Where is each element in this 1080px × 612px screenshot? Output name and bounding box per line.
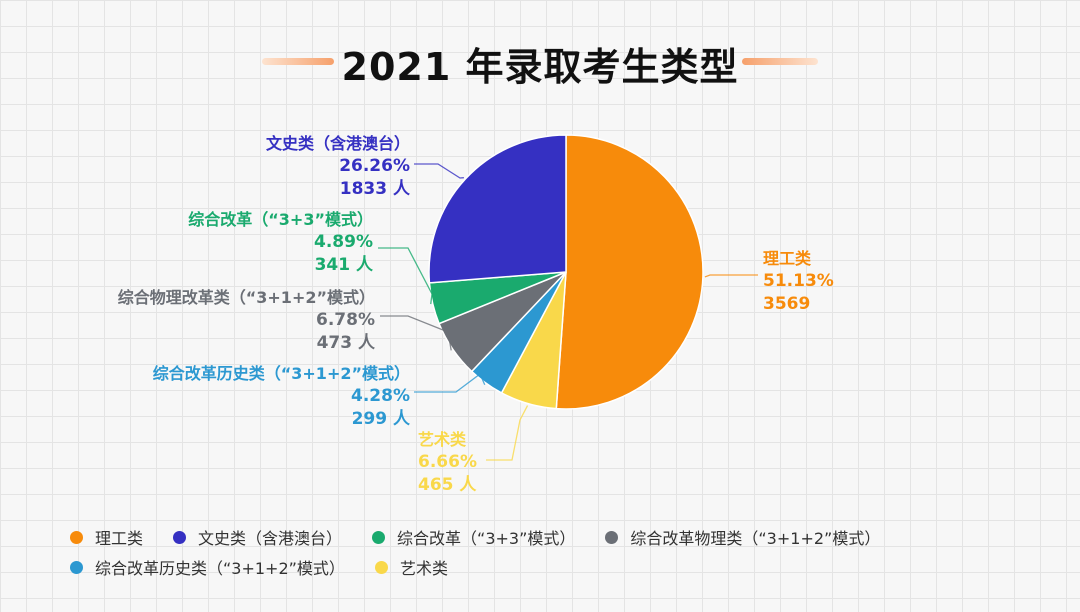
callout-percent: 26.26%: [339, 156, 410, 176]
callout-label: 综合改革历史类（“3+1+2”模式）: [152, 364, 410, 383]
callout-percent: 6.66%: [418, 452, 477, 472]
callout-count: 473 人: [316, 333, 375, 353]
callout-4: 综合改革（“3+3”模式） 4.89% 341 人: [130, 208, 373, 277]
legend-dot: [605, 530, 619, 544]
callout-0: 理工类 51.13% 3569: [763, 247, 834, 316]
leader-line-5: [414, 163, 464, 179]
legend-item-0: 理工类: [70, 525, 143, 549]
callout-3: 综合物理改革类（“3+1+2”模式） 6.78% 473 人: [70, 286, 375, 355]
callout-count: 299 人: [351, 409, 410, 429]
callout-label: 艺术类: [418, 430, 467, 449]
callout-label: 综合改革（“3+3”模式）: [188, 210, 373, 229]
legend-dot: [374, 560, 388, 574]
legend-dot: [70, 560, 83, 574]
legend-label: 综合改革历史类（“3+1+2”模式）: [95, 559, 345, 578]
leader-line-4: [378, 247, 433, 305]
legend-item-5: 文史类（含港澳台）: [173, 525, 342, 549]
callout-count: 1833 人: [339, 179, 410, 199]
callout-2: 综合改革历史类（“3+1+2”模式） 4.28% 299 人: [110, 362, 410, 431]
callout-1: 艺术类 6.66% 465 人: [418, 428, 477, 497]
legend-item-2: 综合改革历史类（“3+1+2”模式）: [70, 555, 345, 579]
chart-title: 2021 年录取考生类型: [341, 45, 739, 89]
callout-percent: 51.13%: [763, 271, 834, 291]
legend-item-1: 艺术类: [374, 555, 448, 579]
callout-percent: 4.89%: [314, 232, 373, 252]
legend-dot: [372, 530, 386, 544]
legend-dot: [173, 530, 187, 544]
legend-label: 综合改革物理类（“3+1+2”模式）: [630, 529, 881, 548]
title-decoration-left: [262, 58, 334, 65]
legend-label: 理工类: [95, 529, 144, 548]
legend-dot: [70, 530, 83, 544]
leader-line-3: [380, 315, 452, 351]
callout-label: 文史类（含港澳台）: [265, 134, 410, 153]
leader-line-1: [486, 405, 529, 461]
legend-label: 艺术类: [399, 559, 448, 578]
callout-count: 465 人: [418, 475, 477, 495]
callout-percent: 4.28%: [351, 386, 410, 406]
legend: 理工类 文史类（含港澳台） 综合改革（“3+3”模式） 综合改革物理类（“3+1…: [70, 522, 1070, 582]
callout-label: 理工类: [763, 249, 812, 268]
pie-slice-0: [555, 134, 704, 410]
leader-line-0: [704, 274, 758, 278]
legend-label: 综合改革（“3+3”模式）: [397, 529, 576, 548]
legend-row: 理工类 文史类（含港澳台） 综合改革（“3+3”模式） 综合改革物理类（“3+1…: [70, 522, 1070, 552]
legend-label: 文史类（含港澳台）: [198, 529, 343, 548]
title-decoration-right: [742, 58, 818, 65]
legend-item-3: 综合改革物理类（“3+1+2”模式）: [605, 525, 880, 549]
callout-percent: 6.78%: [316, 310, 375, 330]
legend-item-4: 综合改革（“3+3”模式）: [372, 525, 575, 549]
pie-slice-5: [428, 134, 567, 284]
callout-count: 341 人: [314, 255, 373, 275]
callout-label: 综合物理改革类（“3+1+2”模式）: [117, 288, 375, 307]
leader-line-2: [414, 372, 486, 393]
legend-row: 综合改革历史类（“3+1+2”模式） 艺术类: [70, 552, 1070, 582]
callout-5: 文史类（含港澳台） 26.26% 1833 人: [200, 132, 410, 201]
callout-count: 3569: [763, 294, 811, 314]
